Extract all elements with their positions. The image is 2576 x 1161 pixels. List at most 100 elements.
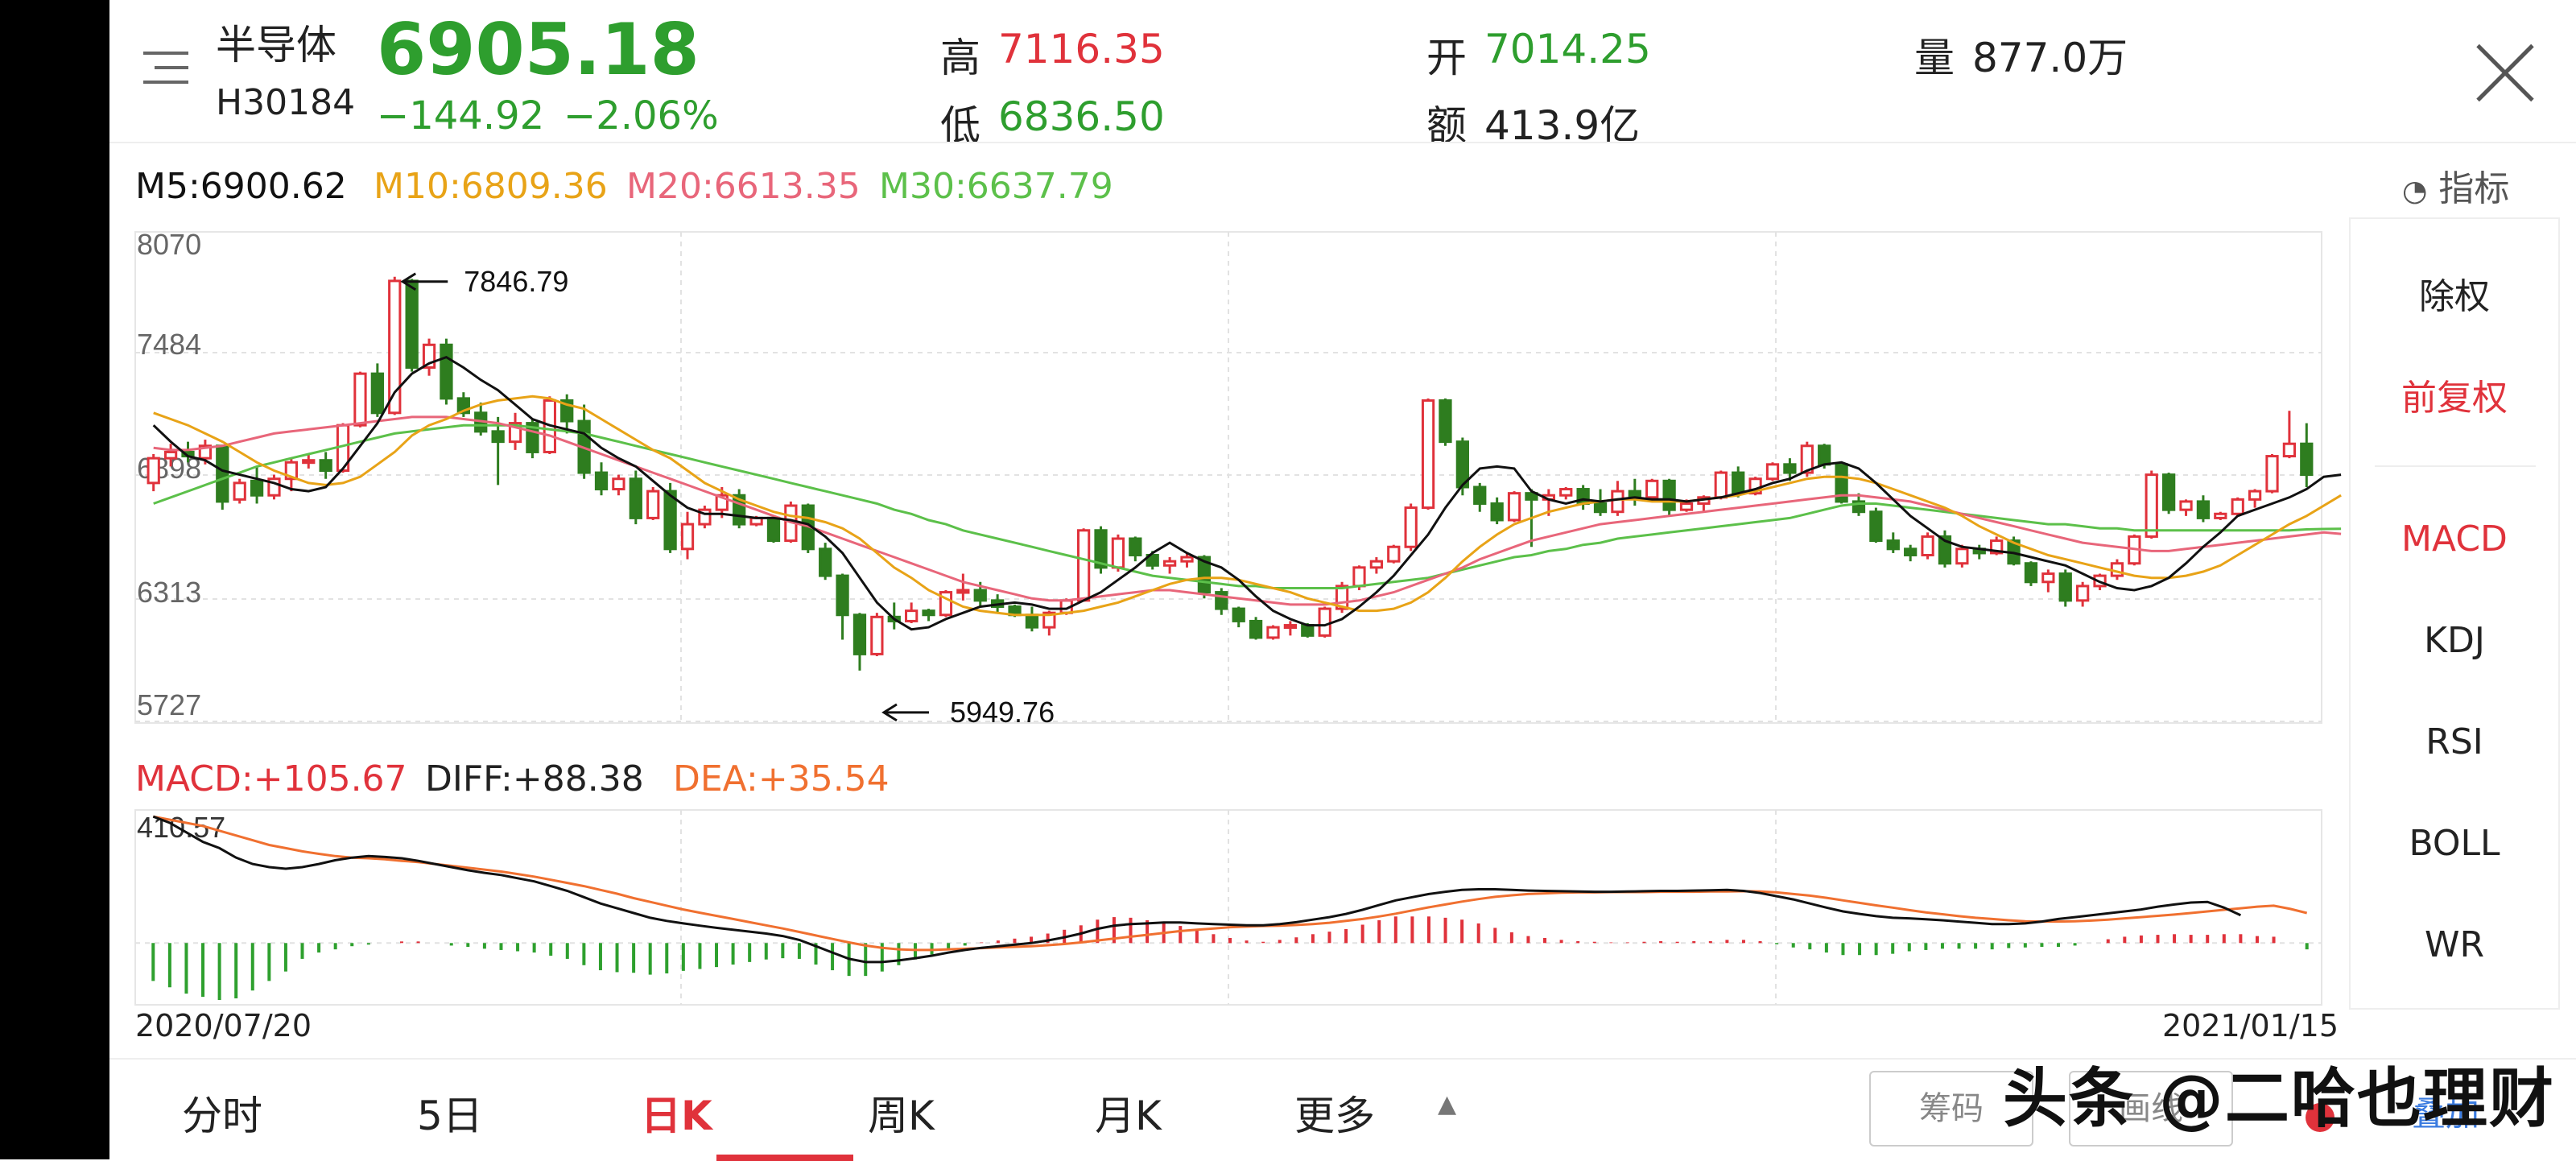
side-divider [2375,465,2536,467]
indicator-side-panel: 除权 前复权 MACD KDJ RSI BOLL WR [2349,217,2560,1010]
candle-body [1869,510,1883,543]
open-label: 开 [1426,35,1467,81]
volume-value: 877.0万 [1972,35,2128,81]
candle-body [1404,506,1418,548]
candle-body [2214,512,2227,519]
candle-body [2058,572,2072,602]
date-end: 2021/01/15 [2162,1008,2339,1043]
candle-body [629,477,642,519]
side-item-kdj[interactable]: KDJ [2424,620,2485,661]
candle-body [147,457,160,485]
low-annotation: 5949.76 [950,696,1055,729]
tab-daily-k[interactable]: 日K [641,1093,712,1139]
candle-body [1232,607,1245,622]
amount-value: 413.9亿 [1484,102,1641,149]
caret-up-icon[interactable]: ▲ [1438,1090,1457,1118]
candle-body [2196,500,2211,519]
legend-dea: DEA:+35.54 [673,758,890,799]
side-item-wr[interactable]: WR [2424,924,2485,965]
overlay-button[interactable]: 叠加 [2412,1094,2480,1134]
ma5-line [152,355,2342,631]
side-item-ex-rights[interactable]: 除权 [2419,276,2490,317]
candle-body [1318,607,1331,637]
tab-weekly-k[interactable]: 周K [868,1093,935,1139]
side-item-macd[interactable]: MACD [2401,519,2508,560]
candle-body [766,516,781,543]
tab-monthly-k[interactable]: 月K [1095,1093,1162,1139]
ma30-line [153,423,2342,589]
candle-body [1387,545,1401,563]
candle-body [1301,624,1315,637]
draw-line-button[interactable]: 画线 [2069,1071,2233,1147]
candle-body [2145,473,2158,538]
legend-m20: M20:6613.35 [626,166,861,207]
y-tick-label: 7484 [137,328,201,361]
candle-body [1955,547,1969,565]
candle-body [1783,463,1797,474]
candle-body [216,444,229,503]
candle-body [1042,611,1056,629]
candle-body [612,477,625,491]
candle-body [2231,498,2244,515]
candle-body [1076,529,1091,602]
candle-body [163,450,178,460]
candle-body [2248,490,2262,501]
candle-body [905,609,919,622]
candle-body [1593,502,1608,514]
chips-button[interactable]: 筹码 [1869,1071,2033,1147]
tab-more[interactable]: 更多 [1294,1093,1375,1139]
candle-body [388,279,402,415]
ma10-line [153,395,2342,617]
candle-body [2076,585,2090,602]
watermark: 头条 @二哈也理财 [2003,1061,2555,1136]
legend-m30: M30:6637.79 [879,166,1113,207]
side-item-boll[interactable]: BOLL [2409,823,2500,864]
legend-m5: M5:6900.62 [135,166,347,207]
tab-5day[interactable]: 5日 [417,1093,483,1139]
candle-body [1765,463,1780,481]
header-divider [109,142,2576,143]
candle-body [663,490,677,551]
candle-body [405,279,419,369]
side-item-rsi[interactable]: RSI [2425,721,2483,762]
record-dot-icon [2306,1103,2334,1132]
candle-body [1921,535,1934,556]
candle-body [1283,624,1298,630]
candle-body [1197,556,1212,594]
candle-body [370,372,384,415]
active-tab-indicator [716,1155,853,1161]
candle-body [2282,442,2297,458]
candle-body [1369,560,1384,569]
y-tick-label: 5727 [137,688,201,721]
candle-body [1266,626,1280,639]
candle-body [1714,471,1728,499]
candle-body [2161,473,2176,511]
dea-line [153,815,2308,952]
gauge-icon: ◔ [2402,175,2428,208]
macd-top-label: 410.57 [137,811,225,844]
candle-body [1732,471,1745,495]
candle-body [1818,444,1831,466]
high-value: 7116.35 [998,26,1165,72]
candle-body [491,430,505,444]
candle-body [233,481,246,501]
amount-label: 额 [1426,102,1467,149]
date-start: 2020/07/20 [135,1008,312,1043]
high-arrow-head [400,272,417,291]
candle-body [1162,560,1177,567]
open-value: 7014.25 [1484,26,1651,72]
candle-body [1662,479,1676,511]
candle-body [819,547,832,577]
menu-icon[interactable] [143,45,188,93]
candle-body [1146,553,1159,567]
indicator-button[interactable]: ◔ 指标 [2402,159,2509,211]
candle-body [1938,535,1952,565]
side-item-forward-adjust[interactable]: 前复权 [2401,378,2508,419]
left-black-bar [0,0,109,1159]
tab-intraday[interactable]: 分时 [182,1093,262,1139]
candle-body [1180,556,1194,563]
candle-body [1455,440,1469,489]
candle-body [870,615,884,655]
candle-body [1835,463,1848,503]
